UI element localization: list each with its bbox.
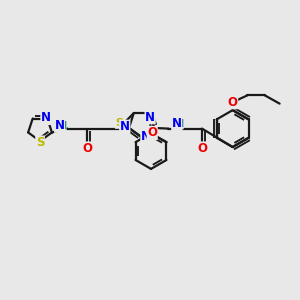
- Text: N: N: [141, 130, 151, 142]
- Text: O: O: [82, 142, 92, 155]
- Text: O: O: [147, 126, 157, 140]
- Text: S: S: [116, 118, 123, 128]
- Text: S: S: [36, 136, 44, 149]
- Text: N: N: [145, 111, 155, 124]
- Text: O: O: [197, 142, 207, 155]
- Text: O: O: [228, 96, 238, 109]
- Text: H: H: [58, 121, 66, 131]
- Text: N: N: [41, 111, 51, 124]
- Text: N: N: [120, 120, 130, 133]
- Text: H: H: [175, 119, 183, 129]
- Text: N: N: [172, 117, 182, 130]
- Text: N: N: [55, 119, 64, 132]
